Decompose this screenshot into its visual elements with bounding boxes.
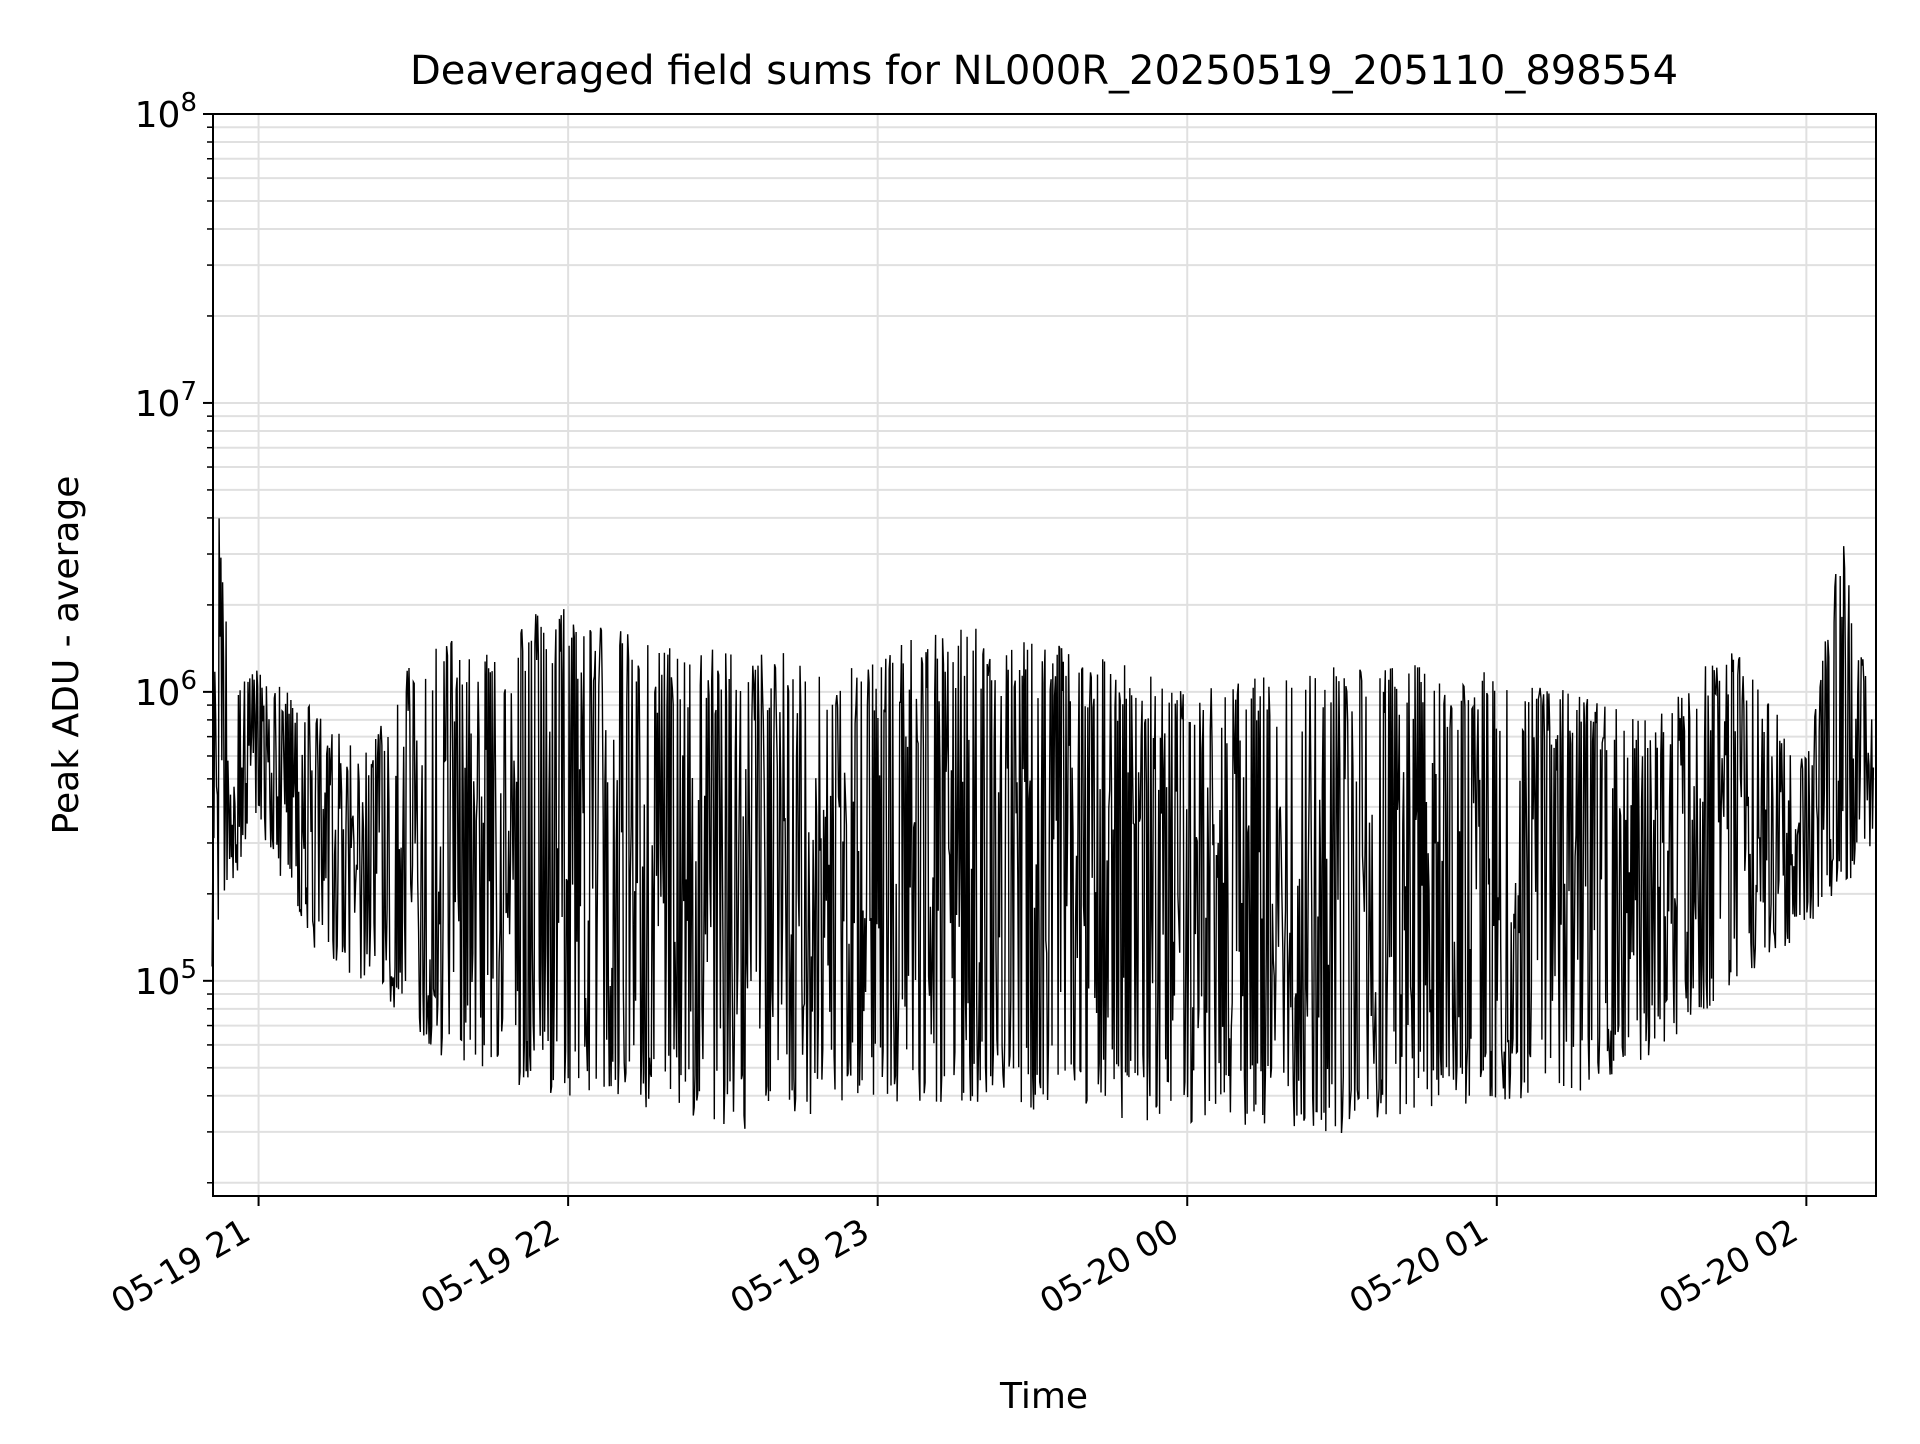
x-axis-label: Time — [999, 1376, 1088, 1417]
y-axis-label: Peak ADU - average — [46, 476, 87, 835]
plot-frame — [212, 113, 1877, 1197]
y-tick-label: 107 — [135, 377, 197, 425]
y-tick-label: 108 — [135, 88, 197, 136]
chart-title: Deaveraged field sums for NL000R_2025051… — [410, 48, 1678, 94]
series-layer — [211, 518, 1875, 1134]
y-tick-label: 105 — [135, 955, 197, 1003]
data-series-line — [211, 518, 1875, 1134]
y-tick-label: 106 — [135, 666, 197, 714]
